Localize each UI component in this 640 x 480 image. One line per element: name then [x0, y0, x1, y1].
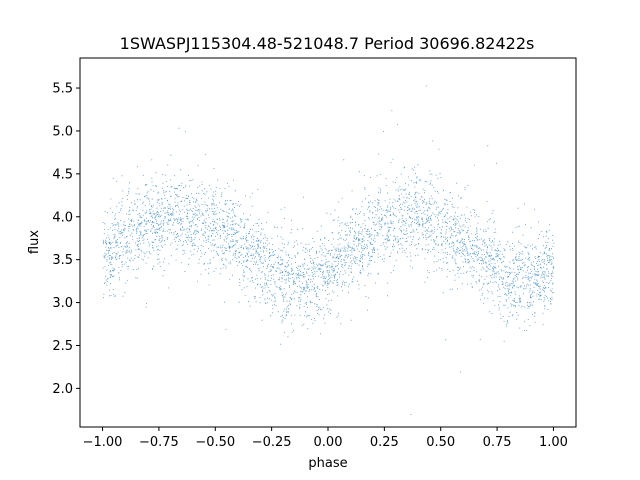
- y-axis-label: flux: [27, 230, 42, 254]
- y-tick-label: 5.5: [52, 82, 73, 97]
- y-tick-label: 4.0: [52, 210, 73, 225]
- x-tick-label: 0.50: [426, 435, 455, 450]
- x-tick-label: 0.75: [483, 435, 512, 450]
- x-axis-label: phase: [308, 456, 347, 471]
- x-tick-label: −0.25: [252, 435, 292, 450]
- x-tick-label: 1.00: [539, 435, 568, 450]
- y-tick-label: 3.0: [52, 296, 73, 311]
- x-tick-label: −0.75: [139, 435, 179, 450]
- x-axis-ticks: −1.00 −0.75 −0.50 −0.25 0.00 0.25 0.50 0.75 1.00: [83, 427, 568, 450]
- y-axis-ticks: 2.0 2.5 3.0 3.5 4.0 4.5 5.0 5.5: [52, 82, 80, 397]
- plot-area-frame: [79, 57, 577, 428]
- x-tick-label: 0.00: [314, 435, 343, 450]
- x-tick-label: −0.50: [195, 435, 235, 450]
- flux-data-point: [102, 85, 555, 415]
- y-tick-label: 2.5: [52, 339, 73, 354]
- y-tick-label: 3.5: [52, 253, 73, 268]
- x-tick-label: −1.00: [83, 435, 123, 450]
- x-tick-label: 0.25: [370, 435, 399, 450]
- scatter-points: [102, 85, 555, 415]
- y-tick-label: 5.0: [52, 124, 73, 139]
- y-tick-label: 2.0: [52, 382, 73, 397]
- chart-title: 1SWASPJ115304.48-521048.7 Period 30696.8…: [120, 34, 535, 53]
- y-tick-label: 4.5: [52, 167, 73, 182]
